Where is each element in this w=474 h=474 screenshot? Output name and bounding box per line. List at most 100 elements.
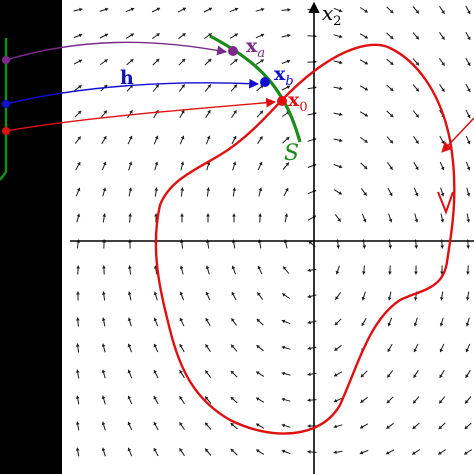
vector-field-arrowhead-icon bbox=[307, 398, 311, 402]
vector-field-arrowhead-icon bbox=[155, 84, 159, 88]
vector-field-arrowhead-icon bbox=[127, 343, 132, 348]
vector-field-arrowhead-icon bbox=[233, 136, 237, 140]
vector-field-arrowhead-icon bbox=[127, 291, 132, 295]
vector-field-arrowhead-icon bbox=[130, 59, 134, 63]
vector-field-arrowhead-icon bbox=[415, 10, 419, 14]
vector-field-arrowhead-icon bbox=[257, 292, 261, 296]
vector-field-arrowhead-icon bbox=[78, 85, 82, 89]
vector-field-arrowhead-icon bbox=[130, 7, 135, 12]
vector-field-arrowhead-icon bbox=[207, 84, 211, 88]
vector-field-arrowhead-icon bbox=[285, 188, 289, 192]
vector-field-arrowhead-icon bbox=[179, 265, 184, 269]
vector-field-arrowhead-icon bbox=[231, 292, 235, 296]
vector-field-arrowhead-icon bbox=[389, 87, 394, 91]
vector-field-arrowhead-icon bbox=[153, 422, 157, 426]
vector-field-arrowhead-icon bbox=[231, 318, 235, 322]
vector-field-arrowhead-icon bbox=[256, 345, 260, 349]
vector-field-arrowhead-icon bbox=[413, 374, 417, 378]
vector-field-arrowhead-icon bbox=[179, 317, 184, 322]
vector-field-arrowhead-icon bbox=[156, 33, 160, 37]
vector-field-arrowhead-icon bbox=[389, 192, 393, 196]
vector-field-arrowhead-icon bbox=[307, 346, 311, 351]
vector-field-arrowhead-icon bbox=[386, 451, 390, 455]
vector-field-arrowhead-icon bbox=[101, 317, 106, 321]
vector-field-arrowhead-icon bbox=[206, 187, 211, 191]
vector-field-arrowhead-icon bbox=[281, 319, 286, 324]
vector-field-arrowhead-icon bbox=[179, 448, 183, 452]
vector-field-arrowhead-icon bbox=[413, 400, 417, 404]
vector-field-arrowhead-icon bbox=[339, 138, 343, 143]
vector-field-arrowhead-icon bbox=[127, 369, 132, 374]
vector-field-arrowhead-icon bbox=[127, 447, 132, 452]
vector-field-arrowhead-icon bbox=[231, 265, 236, 270]
label-xb: xb bbox=[274, 63, 294, 89]
trajectory-direction-arrow-icon bbox=[437, 191, 454, 215]
vector-field-arrowhead-icon bbox=[439, 348, 444, 353]
vector-field-arrowhead-icon bbox=[281, 345, 286, 350]
vector-field-arrowhead-icon bbox=[441, 36, 445, 40]
vector-field-arrowhead-icon bbox=[441, 88, 445, 92]
connector-xb bbox=[5, 78, 259, 105]
vector-field-arrowhead-icon bbox=[205, 370, 209, 374]
vector-field-arrowhead-icon bbox=[127, 265, 132, 269]
vector-field-arrowhead-icon bbox=[466, 219, 471, 223]
closed-orbit bbox=[154, 43, 456, 435]
vector-field-arrowhead-icon bbox=[127, 317, 132, 321]
vector-field-arrowhead-icon bbox=[307, 320, 311, 325]
vector-field-arrowhead-icon bbox=[258, 187, 263, 191]
vector-field-arrowhead-icon bbox=[286, 85, 290, 89]
vector-field-arrowhead-icon bbox=[129, 135, 133, 140]
vector-field-arrowhead-icon bbox=[205, 291, 210, 296]
vector-field-arrowhead-icon bbox=[102, 187, 107, 191]
vector-field-arrowhead-icon bbox=[232, 187, 237, 191]
vector-field-arrowhead-icon bbox=[467, 62, 471, 66]
vector-field-arrowhead-icon bbox=[338, 191, 342, 195]
vector-field-arrowhead-icon bbox=[388, 271, 392, 275]
vector-field-arrowhead-icon bbox=[205, 396, 209, 400]
vector-field-arrowhead-icon bbox=[338, 164, 343, 169]
vector-field-arrowhead-icon bbox=[207, 58, 212, 63]
vector-field-arrowhead-icon bbox=[307, 372, 311, 377]
vector-field-arrowhead-icon bbox=[363, 192, 367, 196]
vector-field-arrowhead-icon bbox=[180, 213, 184, 217]
vector-field-arrowhead-icon bbox=[153, 343, 158, 348]
vector-field-arrowhead-icon bbox=[128, 161, 133, 166]
vector-field-arrowhead-icon bbox=[334, 321, 339, 326]
vector-field-arrowhead-icon bbox=[153, 448, 157, 452]
vector-field-arrowhead-icon bbox=[182, 7, 186, 11]
vector-field-arrowhead-icon bbox=[179, 291, 184, 296]
vector-field-arrowhead-icon bbox=[101, 291, 106, 295]
vector-field-arrowhead-icon bbox=[465, 374, 469, 378]
vector-field-arrowhead-icon bbox=[389, 35, 394, 39]
vector-field-arrowhead-icon bbox=[413, 322, 418, 327]
vector-field-arrowhead-icon bbox=[364, 35, 368, 39]
vector-field-arrowhead-icon bbox=[465, 348, 470, 353]
vector-field-arrowhead-icon bbox=[415, 35, 419, 40]
vector-field-arrowhead-icon bbox=[337, 218, 341, 222]
vector-field-arrowhead-icon bbox=[230, 423, 235, 427]
vector-field-arrowhead-icon bbox=[287, 8, 291, 12]
right-red-pointer bbox=[441, 117, 474, 153]
vector-field-arrowhead-icon bbox=[386, 399, 391, 404]
vector-field-arrowhead-icon bbox=[389, 113, 394, 118]
left-green-bracket bbox=[0, 38, 8, 181]
vector-field-arrowhead-icon bbox=[286, 59, 291, 64]
vector-field-arrowhead-icon bbox=[339, 86, 343, 91]
vector-field-arrowhead-icon bbox=[230, 370, 235, 375]
vector-field-arrowhead-icon bbox=[387, 348, 391, 352]
vector-field-arrowhead-icon bbox=[439, 400, 443, 404]
vector-field-arrowhead-icon bbox=[466, 166, 471, 171]
vector-field-arrowhead-icon bbox=[287, 33, 291, 38]
label-xa: xa bbox=[246, 35, 265, 61]
vector-field-arrowhead-icon bbox=[388, 245, 393, 249]
vector-field-arrowhead-icon bbox=[414, 219, 419, 223]
vector-field-arrowhead-icon bbox=[76, 317, 80, 321]
vector-field-arrowhead-icon bbox=[465, 322, 470, 327]
vector-field-arrowhead-icon bbox=[333, 450, 337, 455]
vector-field-arrowhead-icon bbox=[75, 395, 80, 399]
vector-field-arrowhead-icon bbox=[234, 59, 238, 63]
vector-field-arrowhead-icon bbox=[339, 112, 343, 117]
vector-field-arrowhead-icon bbox=[414, 271, 418, 275]
vector-field-arrowhead-icon bbox=[181, 58, 186, 63]
vector-field-arrowhead-icon bbox=[104, 33, 108, 37]
